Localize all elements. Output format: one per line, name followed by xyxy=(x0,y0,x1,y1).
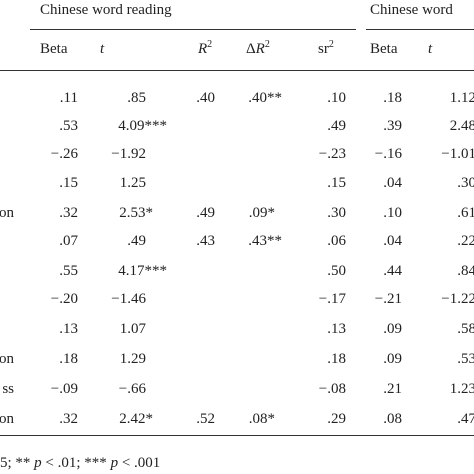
column-header: Beta xyxy=(40,41,68,57)
footnote-part: p xyxy=(110,455,119,471)
cell: .43** xyxy=(248,233,282,249)
header-text: Beta xyxy=(370,41,398,57)
column-header: R2 xyxy=(197,39,212,57)
cell: .18 xyxy=(59,351,78,367)
cell: −.08 xyxy=(319,381,346,397)
column-header: t xyxy=(100,41,105,57)
cell: .53 xyxy=(59,118,78,134)
cell: .30 xyxy=(327,205,346,221)
cell: .15 xyxy=(59,175,78,191)
cell: .49 xyxy=(327,118,346,134)
cell: .47 xyxy=(457,411,474,427)
cell: .53 xyxy=(457,351,474,367)
column-header: t xyxy=(428,41,433,57)
cell: −.17 xyxy=(319,291,347,307)
cell: 1.25 xyxy=(120,175,146,191)
cell: .13 xyxy=(327,321,346,337)
cell: .18 xyxy=(383,90,402,106)
cell: .11 xyxy=(60,90,78,106)
cell: .61 xyxy=(457,205,474,221)
cell: .09 xyxy=(383,351,402,367)
cell: .07 xyxy=(59,233,78,249)
cell: .10 xyxy=(383,205,402,221)
cell: 1.12 xyxy=(450,90,474,106)
cell: .15 xyxy=(327,175,346,191)
cell: −.20 xyxy=(51,291,78,307)
cell: .09 xyxy=(383,321,402,337)
column-header: Beta xyxy=(370,41,398,57)
cell: 1.23 xyxy=(450,381,474,397)
row-label: on xyxy=(0,205,15,221)
header-sup: 2 xyxy=(329,39,334,50)
cell: −1.22 xyxy=(441,291,474,307)
row-label: on xyxy=(0,351,15,367)
cell: .32 xyxy=(59,205,78,221)
cell: .32 xyxy=(59,411,78,427)
cell: .08* xyxy=(249,411,275,427)
cell: 4.09*** xyxy=(118,118,167,134)
cell: .18 xyxy=(327,351,346,367)
cell: −.66 xyxy=(119,381,147,397)
cell: −.21 xyxy=(375,291,402,307)
footnote-part: < .001 xyxy=(118,455,160,471)
cell: .43 xyxy=(196,233,215,249)
cell: −.23 xyxy=(319,146,346,162)
cell: .21 xyxy=(383,381,402,397)
cell: .44 xyxy=(383,263,402,279)
group-header: Chinese word xyxy=(370,2,453,18)
cell: .39 xyxy=(383,118,402,134)
header-prefix: Δ xyxy=(246,41,256,57)
cell: .08 xyxy=(383,411,402,427)
cell: .13 xyxy=(59,321,78,337)
cell: .06 xyxy=(327,233,346,249)
cell: 2.48 xyxy=(450,118,474,134)
cell: −1.92 xyxy=(111,146,146,162)
cell: −1.46 xyxy=(111,291,146,307)
header-text: R xyxy=(197,41,207,57)
cell: −1.01 xyxy=(441,146,474,162)
row-label: ss xyxy=(2,381,14,397)
cell: .30 xyxy=(457,175,474,191)
footnote: 5; ** p < .01; *** p < .001 xyxy=(0,455,160,471)
header-sup: 2 xyxy=(207,39,212,50)
cell: .10 xyxy=(327,90,346,106)
footnote-part: p xyxy=(33,455,42,471)
header-text: Beta xyxy=(40,41,68,57)
cell: 4.17*** xyxy=(118,263,167,279)
group-header: Chinese word reading xyxy=(40,2,172,18)
cell: 1.07 xyxy=(120,321,147,337)
cell: −.09 xyxy=(51,381,78,397)
column-header: sr2 xyxy=(318,39,334,57)
footnote-part: < .01; *** xyxy=(42,455,111,471)
cell: .49 xyxy=(127,233,146,249)
row-label: on xyxy=(0,411,15,427)
cell: 1.29 xyxy=(120,351,146,367)
header-text: sr xyxy=(318,41,329,57)
header-sup: 2 xyxy=(265,39,270,50)
cell: .52 xyxy=(196,411,215,427)
cell: .49 xyxy=(196,205,215,221)
cell: .29 xyxy=(327,411,346,427)
cell: .22 xyxy=(457,233,474,249)
cell: −.16 xyxy=(375,146,403,162)
cell: .40 xyxy=(196,90,215,106)
cell: .04 xyxy=(383,175,402,191)
cell: 2.42* xyxy=(119,411,153,427)
cell: −.26 xyxy=(51,146,79,162)
footnote-part: 5; ** xyxy=(0,455,34,471)
cell: .50 xyxy=(327,263,346,279)
cell: .84 xyxy=(457,263,474,279)
cell: .09* xyxy=(249,205,275,221)
cell: .04 xyxy=(383,233,402,249)
header-text: R xyxy=(255,41,265,57)
cell: .58 xyxy=(457,321,474,337)
header-text: t xyxy=(428,41,433,57)
cell: .40** xyxy=(248,90,282,106)
cell: .55 xyxy=(59,263,78,279)
column-header: ΔR2 xyxy=(246,39,270,57)
header-text: t xyxy=(100,41,105,57)
cell: 2.53* xyxy=(119,205,153,221)
cell: .85 xyxy=(127,90,146,106)
